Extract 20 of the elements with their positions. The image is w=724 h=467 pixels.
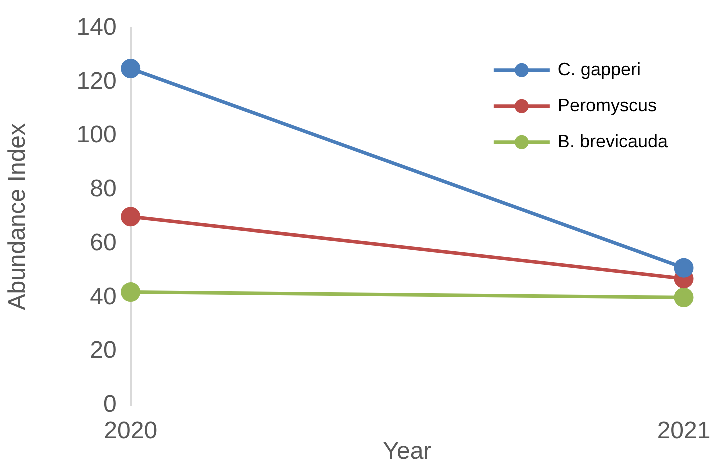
point	[674, 258, 694, 278]
y-tick-label: 100	[76, 122, 117, 149]
point	[121, 282, 141, 302]
point	[121, 207, 141, 227]
y-tick-label: 0	[103, 391, 117, 418]
y-tick-label: 140	[76, 14, 117, 42]
y-axis-title: Abundance Index	[4, 123, 32, 310]
y-tick-label: 120	[76, 68, 117, 95]
x-tick-label: 2020	[104, 417, 158, 444]
y-tick-label: 80	[90, 176, 117, 203]
point	[121, 59, 141, 79]
point	[674, 288, 694, 308]
x-axis-title: Year	[383, 438, 432, 466]
legend-label: Peromyscus	[558, 95, 657, 116]
legend-label: C. gapperi	[558, 59, 641, 80]
x-tick-label: 2021	[657, 417, 711, 444]
y-tick-label: 60	[90, 229, 117, 256]
y-tick-label: 40	[90, 283, 117, 310]
legend-label: B. brevicauda	[558, 131, 669, 152]
y-tick-label: 20	[90, 337, 117, 364]
